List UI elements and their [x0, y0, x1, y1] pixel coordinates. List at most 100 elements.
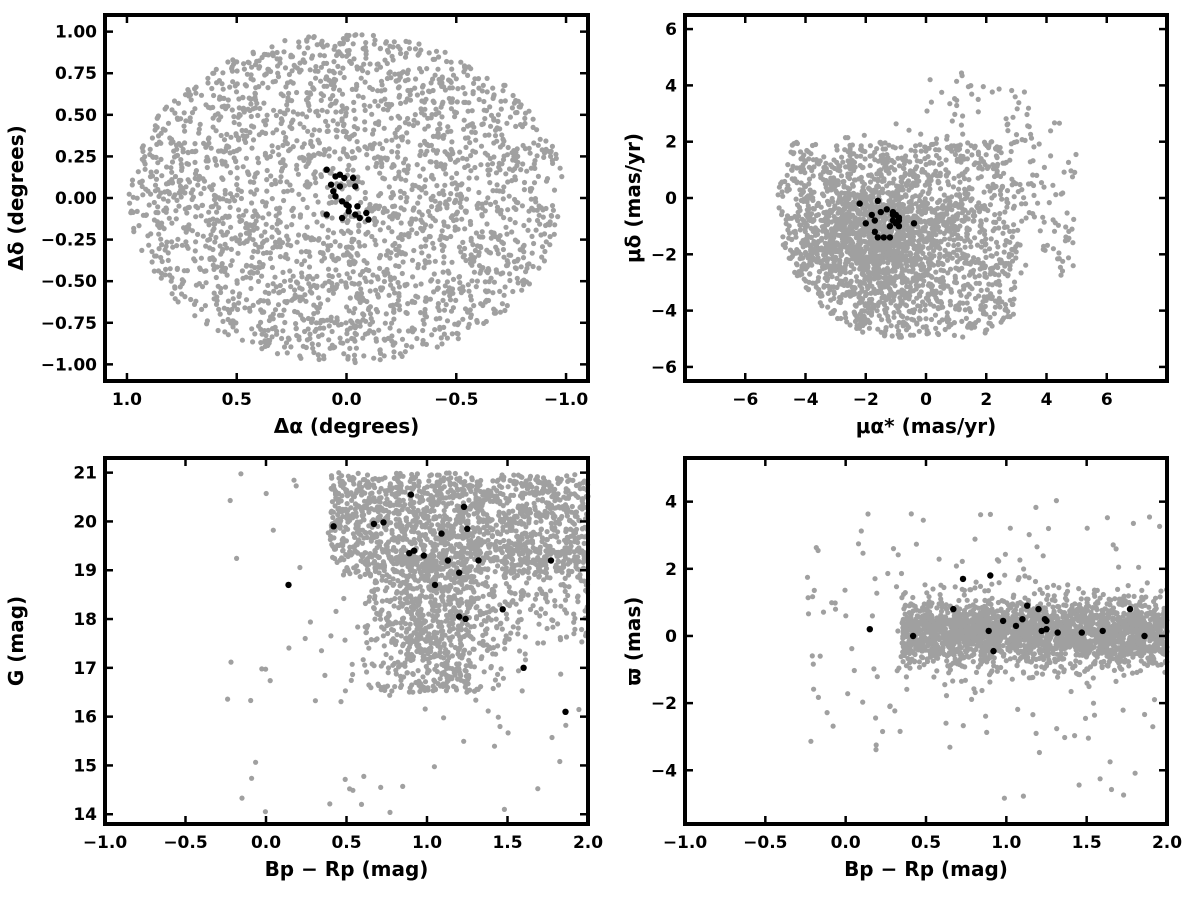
- field-point: [399, 134, 406, 140]
- field-point: [358, 290, 365, 296]
- field-point: [220, 220, 226, 227]
- field-point: [420, 317, 426, 323]
- field-point: [989, 195, 995, 201]
- field-point: [221, 95, 227, 101]
- field-point: [802, 183, 809, 189]
- field-point: [808, 225, 814, 231]
- field-point: [792, 269, 798, 275]
- field-point: [207, 236, 213, 242]
- field-point: [189, 110, 196, 116]
- field-point: [236, 293, 242, 300]
- field-point: [964, 294, 970, 300]
- field-point: [318, 78, 324, 84]
- field-point: [260, 262, 266, 268]
- field-point: [443, 302, 449, 308]
- field-point: [234, 278, 240, 284]
- field-point: [181, 225, 187, 231]
- field-point: [441, 260, 447, 266]
- field-point: [352, 357, 358, 363]
- field-point: [452, 321, 458, 327]
- field-point: [837, 194, 843, 200]
- field-point: [501, 292, 507, 298]
- field-point: [352, 32, 358, 38]
- field-point: [1009, 87, 1015, 94]
- field-point: [294, 309, 300, 315]
- field-point: [331, 59, 337, 65]
- field-point: [249, 64, 255, 70]
- field-point: [256, 323, 262, 329]
- field-point: [484, 247, 490, 253]
- field-point: [263, 130, 269, 136]
- field-point: [284, 188, 291, 194]
- field-point: [928, 281, 934, 287]
- field-point: [294, 89, 300, 96]
- field-point: [780, 234, 786, 240]
- field-point: [289, 98, 295, 104]
- field-point: [474, 243, 481, 249]
- field-point: [937, 170, 943, 176]
- field-point: [305, 45, 311, 51]
- field-point: [347, 295, 353, 301]
- field-point: [377, 64, 384, 70]
- member-point: [332, 193, 339, 200]
- field-point: [933, 147, 939, 153]
- field-point: [961, 274, 967, 280]
- field-stars: [775, 70, 1079, 340]
- field-point: [435, 134, 441, 140]
- field-point: [430, 147, 436, 153]
- field-point: [303, 97, 310, 103]
- field-point: [860, 188, 866, 195]
- field-point: [472, 247, 478, 254]
- field-point: [325, 123, 331, 129]
- field-point: [346, 162, 352, 168]
- field-point: [278, 116, 284, 122]
- field-point: [1017, 242, 1023, 248]
- field-point: [288, 54, 294, 60]
- field-point: [526, 217, 532, 223]
- field-point: [327, 96, 333, 102]
- field-point: [225, 59, 231, 65]
- field-point: [439, 228, 445, 234]
- field-point: [329, 328, 335, 335]
- field-point: [378, 78, 385, 84]
- field-point: [351, 131, 357, 137]
- field-point: [387, 69, 393, 75]
- field-point: [228, 134, 234, 140]
- field-point: [193, 239, 199, 245]
- field-point: [325, 297, 331, 303]
- field-point: [794, 165, 800, 171]
- field-point: [282, 138, 288, 144]
- field-point: [205, 80, 211, 86]
- field-point: [357, 323, 363, 329]
- field-point: [202, 303, 208, 309]
- field-point: [354, 66, 360, 72]
- field-point: [844, 249, 850, 255]
- field-point: [294, 162, 300, 168]
- field-point: [299, 270, 305, 276]
- field-point: [326, 272, 332, 279]
- field-point: [515, 280, 521, 286]
- member-point: [356, 214, 363, 222]
- field-point: [418, 244, 424, 250]
- field-point: [286, 90, 292, 96]
- field-point: [358, 75, 364, 81]
- field-point: [950, 184, 957, 190]
- field-point: [244, 225, 250, 231]
- field-point: [432, 218, 438, 224]
- field-point: [917, 142, 923, 148]
- field-point: [409, 186, 415, 193]
- field-point: [435, 66, 441, 72]
- field-point: [270, 53, 276, 59]
- field-point: [436, 307, 442, 313]
- field-point: [256, 132, 262, 138]
- field-point: [986, 246, 993, 252]
- field-point: [348, 60, 354, 66]
- field-point: [997, 289, 1003, 295]
- field-point: [289, 222, 295, 228]
- field-point: [319, 107, 325, 113]
- field-point: [354, 126, 361, 132]
- field-point: [300, 196, 306, 202]
- field-point: [888, 323, 894, 329]
- member-point: [323, 211, 330, 218]
- field-point: [418, 217, 424, 223]
